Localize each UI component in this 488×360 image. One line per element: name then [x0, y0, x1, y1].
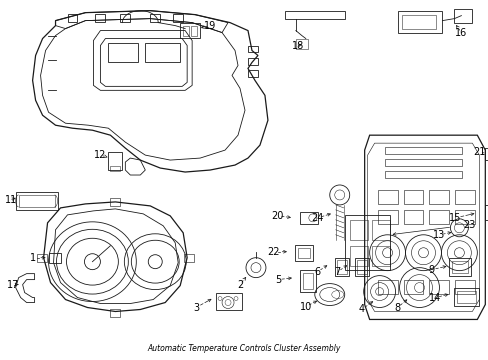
Bar [356, 260, 366, 274]
Text: 23: 23 [462, 220, 474, 230]
Bar [16, 192, 58, 210]
Bar [334, 258, 348, 276]
Bar [384, 147, 462, 154]
Text: 9: 9 [427, 265, 434, 275]
Text: 22: 22 [267, 247, 280, 257]
Text: 24: 24 [311, 213, 324, 223]
Bar [247, 58, 258, 66]
Bar [48, 253, 61, 263]
Text: 12: 12 [94, 150, 106, 160]
Bar [67, 14, 77, 22]
Text: 15: 15 [448, 213, 461, 223]
Bar [384, 171, 462, 178]
Text: 3: 3 [193, 302, 199, 312]
Bar [299, 270, 315, 292]
Text: 17: 17 [6, 280, 19, 289]
Bar [145, 42, 180, 62]
Bar [454, 190, 474, 204]
Bar [354, 258, 368, 276]
Bar [377, 210, 397, 224]
Bar [19, 195, 55, 207]
Bar [216, 293, 242, 310]
Bar [456, 291, 475, 302]
Bar [299, 212, 317, 224]
Bar [377, 190, 397, 204]
Bar [371, 220, 389, 240]
Bar [349, 220, 367, 240]
Bar [180, 23, 200, 37]
Text: 1: 1 [29, 253, 36, 263]
Bar [302, 273, 312, 289]
Bar [191, 26, 197, 36]
Bar [173, 14, 183, 22]
Bar [349, 246, 367, 266]
Bar [377, 280, 397, 293]
Bar [384, 159, 462, 166]
Bar [336, 260, 346, 274]
Bar [247, 71, 258, 77]
Bar [110, 166, 120, 171]
Bar [454, 210, 474, 224]
Bar [371, 246, 389, 266]
Text: 14: 14 [428, 293, 441, 302]
Bar [297, 248, 309, 258]
Text: 21: 21 [472, 147, 485, 157]
Bar [484, 148, 488, 160]
Bar [428, 280, 448, 293]
Bar [183, 26, 189, 36]
Text: 2: 2 [236, 280, 243, 289]
Text: Automatic Temperature Controls Cluster Assembly: Automatic Temperature Controls Cluster A… [147, 344, 341, 353]
Bar [344, 215, 389, 270]
Text: 18: 18 [291, 41, 304, 50]
Text: 5: 5 [274, 275, 281, 285]
Bar [403, 210, 423, 224]
Bar [247, 45, 258, 53]
Bar [285, 11, 344, 19]
Bar [108, 152, 122, 170]
Bar [403, 190, 423, 204]
Bar [150, 14, 160, 22]
Text: 10: 10 [299, 302, 311, 311]
Bar [451, 261, 468, 273]
Bar [37, 254, 46, 262]
Text: 4: 4 [358, 305, 364, 315]
Text: 7: 7 [334, 267, 340, 276]
Text: 11: 11 [4, 195, 17, 205]
Bar [184, 254, 194, 262]
Bar [484, 205, 488, 220]
Bar [453, 288, 478, 306]
Bar [448, 258, 470, 276]
Bar [403, 280, 423, 293]
Bar [454, 280, 474, 293]
Text: 16: 16 [454, 28, 467, 37]
Text: 13: 13 [432, 230, 445, 240]
Bar [108, 42, 138, 62]
Bar [110, 198, 120, 206]
Bar [95, 14, 105, 22]
Text: 6: 6 [314, 267, 320, 276]
Bar [295, 39, 307, 49]
Text: 20: 20 [271, 211, 284, 221]
Text: 8: 8 [394, 302, 400, 312]
Bar [294, 245, 312, 261]
Bar [453, 9, 471, 23]
Bar [401, 15, 436, 28]
Text: 19: 19 [203, 21, 216, 31]
Bar [120, 14, 130, 22]
Bar [397, 11, 442, 32]
Bar [110, 310, 120, 318]
Bar [428, 210, 448, 224]
Bar [428, 190, 448, 204]
